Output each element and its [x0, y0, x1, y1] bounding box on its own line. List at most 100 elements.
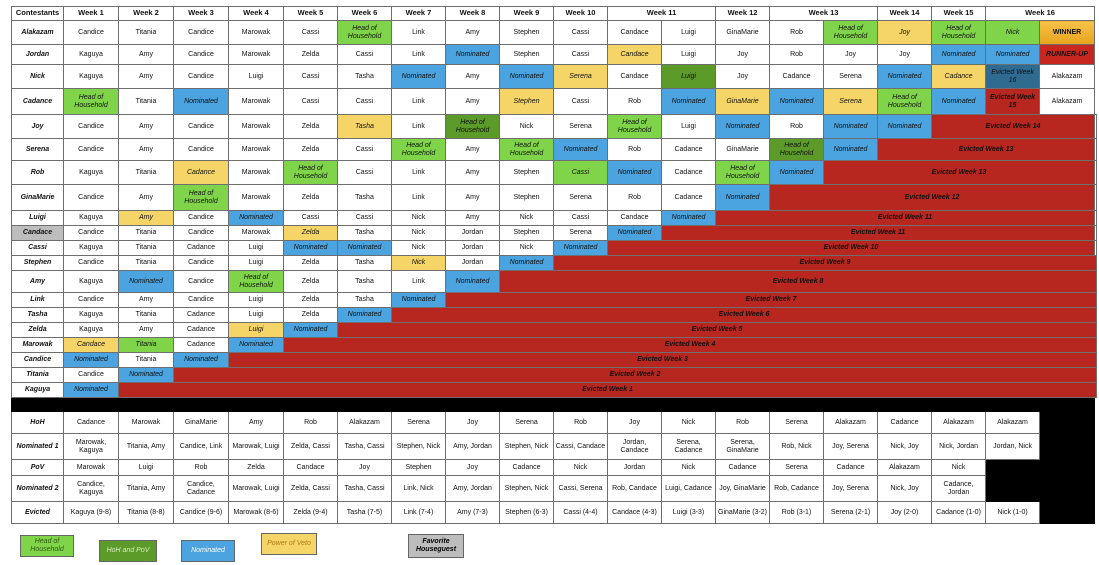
- summary-cell: Cassi, Candace: [553, 433, 608, 460]
- summary-cell: Tasha (7-5): [337, 501, 392, 524]
- vote-cell: Link: [391, 44, 446, 65]
- vote-cell: Titania: [118, 255, 174, 271]
- legend-hoh: Head of Household: [20, 535, 74, 557]
- summary-cell: Jordan, Nick: [985, 433, 1041, 460]
- vote-cell: Stephen: [499, 88, 554, 115]
- evicted-bar: Evicted Week 1: [118, 382, 1097, 398]
- vote-cell: Tasha: [337, 64, 392, 89]
- blank-fill: [985, 475, 1096, 502]
- contestant-name: Candace: [11, 225, 64, 241]
- contestant-row: Tasha Kaguya Titania Cadance Luigi Zelda Nomin…: [11, 307, 1097, 323]
- vote-cell: Stephen: [499, 20, 554, 45]
- vote-cell: Stephen: [499, 160, 554, 185]
- evicted-bar: Evicted Week 2: [173, 367, 1097, 383]
- contestant-name: Stephen: [11, 255, 64, 271]
- vote-cell: Candice: [173, 20, 229, 45]
- vote-cell: Nominated: [660, 210, 717, 226]
- contestant-row: Alakazam Candice Titania Candice Marowak Cass…: [11, 20, 1097, 45]
- vote-cell: Alakazam: [1039, 64, 1096, 89]
- vote-cell: Nick: [499, 210, 554, 226]
- contestant-name: Candice: [11, 352, 64, 368]
- vote-cell: Nominated: [877, 64, 933, 89]
- contestant-row: Cadance Head of Household Titania Nominated…: [11, 88, 1097, 115]
- vote-cell: Nominated: [931, 88, 987, 115]
- vote-cell: Tasha: [337, 255, 392, 271]
- vote-cell: Tasha: [337, 114, 392, 139]
- summary-cell: GinaMarie (3-2): [715, 501, 771, 524]
- vote-cell: Head of Household: [769, 138, 825, 161]
- summary-cell: Kaguya (9-8): [63, 501, 119, 524]
- evicted-bar: Evicted Week 10: [606, 240, 1096, 256]
- vote-cell: Luigi: [660, 44, 717, 65]
- vote-cell: Nominated: [337, 307, 392, 323]
- vote-cell: Nominated: [715, 184, 771, 211]
- vote-cell: Rob: [607, 138, 662, 161]
- vote-cell: Marowak: [228, 114, 284, 139]
- summary-cell: Joy (2-0): [877, 501, 933, 524]
- vote-cell: Nominated: [391, 64, 446, 89]
- vote-cell: Amy: [118, 114, 174, 139]
- summary-row: PoV Marowak Luigi Rob Zelda Candace Joy Stephen…: [11, 459, 1097, 476]
- vote-cell: Cadance: [173, 160, 229, 185]
- summary-cell: Joy: [445, 459, 500, 476]
- summary-cell: Alakazam: [337, 411, 392, 434]
- vote-cell: Zelda: [283, 270, 338, 293]
- vote-cell: Cassi: [283, 64, 338, 89]
- summary-cell: Serena: [769, 459, 825, 476]
- vote-cell: Alakazam: [1039, 88, 1096, 115]
- vote-cell: Nominated: [877, 114, 933, 139]
- legend-nom: Nominated: [181, 540, 235, 562]
- summary-cell: Titania (8-8): [118, 501, 174, 524]
- vote-cell: Zelda: [283, 44, 338, 65]
- vote-cell: Titania: [118, 240, 174, 256]
- contestant-row: Candice Nominated Titania Nominated Evicted …: [11, 352, 1097, 368]
- summary-cell: Cadance (1-0): [931, 501, 987, 524]
- vote-cell: Candice: [173, 292, 229, 308]
- vote-cell: Head of Household: [715, 160, 771, 185]
- vote-cell: Nominated: [173, 88, 229, 115]
- vote-cell: Kaguya: [63, 44, 119, 65]
- evicted-bar: Evicted Week 3: [228, 352, 1097, 368]
- contestant-row: Luigi Kaguya Amy Candice Nominated Cassi Cassi…: [11, 210, 1097, 226]
- vote-cell: Cassi: [337, 210, 392, 226]
- vote-cell: Candice: [173, 225, 229, 241]
- vote-cell: Nick: [391, 210, 446, 226]
- vote-cell: Head of Household: [607, 114, 662, 139]
- vote-cell: Candice: [173, 64, 229, 89]
- summary-cell: Amy (7-3): [445, 501, 500, 524]
- vote-cell: Candice: [173, 114, 229, 139]
- vote-cell: Candice: [63, 184, 119, 211]
- vote-cell: Cadance: [173, 307, 229, 323]
- vote-cell: Cadance: [173, 322, 229, 338]
- vote-cell: Luigi: [228, 64, 284, 89]
- contestant-row: GinaMarie Candice Amy Head of Household Maro…: [11, 184, 1097, 211]
- vote-cell: Amy: [118, 44, 174, 65]
- vote-cell: Nominated: [228, 210, 284, 226]
- vote-cell: GinaMarie: [715, 20, 771, 45]
- vote-cell: Cadance: [660, 160, 717, 185]
- vote-cell: Joy: [715, 44, 771, 65]
- contestant-name: Tasha: [11, 307, 64, 323]
- vote-cell: Nick: [391, 240, 446, 256]
- vote-cell: Head of Household: [823, 20, 879, 45]
- summary-cell: Stephen, Nick: [391, 433, 446, 460]
- vote-cell: Head of Household: [931, 20, 987, 45]
- evicted-bar: Evicted Week 13: [823, 160, 1096, 185]
- vote-cell: Nominated: [499, 64, 554, 89]
- summary-cell: Stephen: [391, 459, 446, 476]
- vote-cell: Amy: [118, 210, 174, 226]
- evicted-bar: Evicted Week 9: [553, 255, 1097, 271]
- vote-cell: Serena: [823, 88, 879, 115]
- vote-cell: GinaMarie: [715, 88, 771, 115]
- vote-cell: Amy: [118, 184, 174, 211]
- contestant-row: Rob Kaguya Titania Cadance Marowak Head of Ho…: [11, 160, 1097, 185]
- vote-cell: Nominated: [63, 352, 119, 368]
- contestant-name: Luigi: [11, 210, 64, 226]
- vote-cell: Head of Household: [63, 88, 119, 115]
- summary-cell: Tasha, Cassi: [337, 433, 392, 460]
- vote-cell: Zelda: [283, 255, 338, 271]
- vote-cell: Titania: [118, 352, 174, 368]
- vote-cell: Rob: [607, 88, 662, 115]
- summary-cell: Cadance: [823, 459, 879, 476]
- evicted-bar: Evicted Week 13: [877, 138, 1096, 161]
